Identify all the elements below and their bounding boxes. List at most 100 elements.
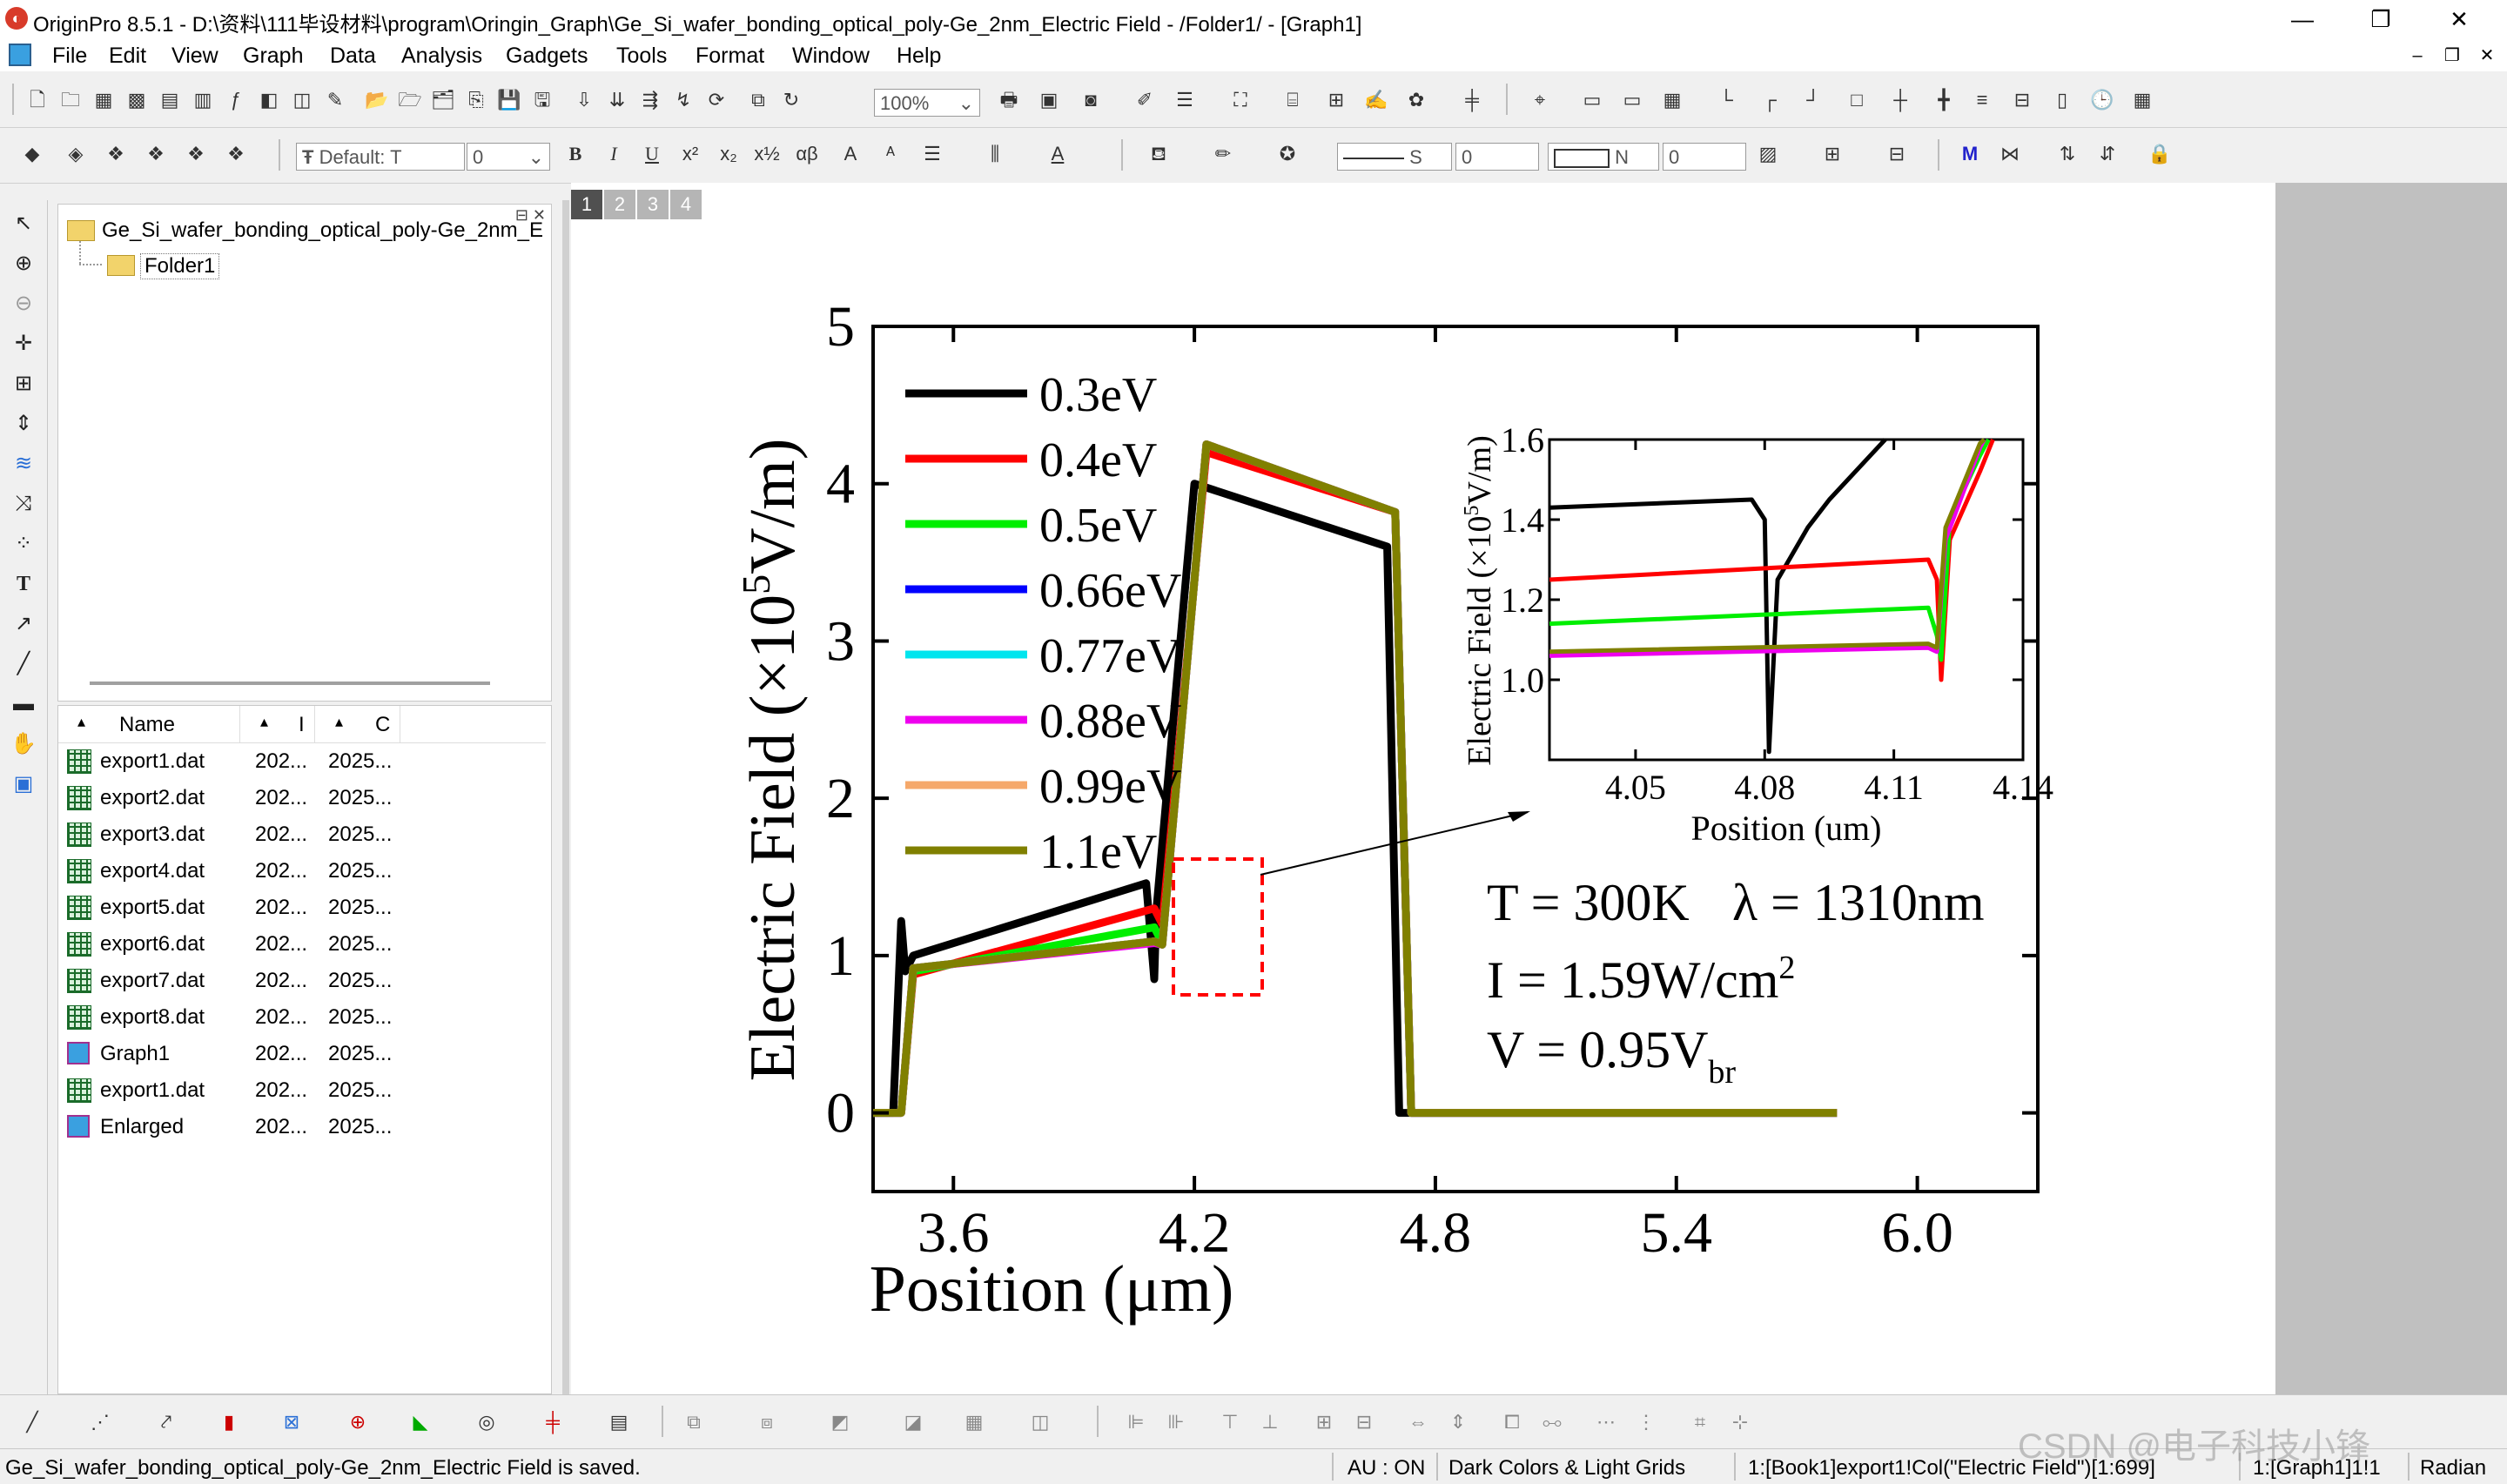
new-folder-icon[interactable]: 🗀 (60, 89, 80, 111)
menu-window[interactable]: Window (792, 44, 870, 68)
align-bottom-icon[interactable]: ⊥ (1261, 1411, 1279, 1433)
close-button[interactable]: ✕ (2450, 6, 2469, 32)
menu-tools[interactable]: Tools (616, 44, 668, 68)
save-template-icon[interactable]: 🖫 (534, 89, 551, 111)
line-style-select[interactable]: S (1337, 143, 1452, 171)
open-icon[interactable]: 📂 (365, 89, 389, 111)
mask-icon[interactable]: ⤨ (15, 492, 32, 515)
pointer-icon[interactable]: ↖ (14, 212, 33, 235)
align-left-icon[interactable]: ⊫ (1127, 1411, 1145, 1433)
menu-analysis[interactable]: Analysis (401, 44, 483, 68)
color-scale-icon[interactable]: ▯ (2056, 89, 2068, 111)
arrow-tool-icon[interactable]: ↗ (14, 612, 33, 635)
align-icon[interactable]: ☰ (924, 143, 941, 165)
align-top-icon[interactable]: ⊤ (1221, 1411, 1239, 1433)
decrease-font-icon[interactable]: ᴬ (886, 143, 895, 165)
rescale-icon[interactable]: ⌖ (1534, 89, 1546, 111)
gridlines-icon[interactable]: ⊟ (1888, 143, 1905, 165)
group-icon[interactable]: ⧉ (687, 1411, 701, 1433)
new-legend-icon[interactable]: ⊟ (2013, 89, 2031, 111)
line-plot-icon[interactable]: ╱ (26, 1411, 38, 1433)
grid-minor-icon[interactable]: ╋ (1938, 89, 1950, 111)
new-graph-icon[interactable]: ▤ (160, 89, 179, 111)
menu-gadgets[interactable]: Gadgets (506, 44, 588, 68)
arrange-icon[interactable]: ⇅ (2059, 143, 2076, 165)
merge-icon[interactable]: M (1961, 143, 1979, 165)
color-picker-icon[interactable]: ◆ (24, 143, 40, 165)
front-icon[interactable]: ◩ (830, 1411, 850, 1433)
object-icon[interactable]: ◫ (1031, 1411, 1050, 1433)
list-item[interactable]: Graph1 202... 2025... (58, 1035, 546, 1071)
mdi-restore-button[interactable]: ❐ (2444, 46, 2460, 65)
underline-icon[interactable]: U (645, 143, 659, 165)
packages-icon[interactable]: ✿ (1408, 89, 1425, 111)
menu-file[interactable]: File (52, 44, 88, 68)
new-layout-icon[interactable]: ◫ (292, 89, 312, 111)
line-width-select[interactable]: 0 (1455, 143, 1539, 171)
mdi-minimize-button[interactable]: ‒ (2412, 46, 2423, 65)
layer-tab-1[interactable]: 1 (571, 190, 602, 219)
ungroup-icon[interactable]: ⧈ (761, 1411, 773, 1433)
new-3d-icon[interactable]: ◧ (259, 89, 279, 111)
menu-help[interactable]: Help (897, 44, 942, 68)
save-project-icon[interactable]: 💾 (497, 89, 521, 111)
fill-color-icon[interactable]: ⛾ (1151, 143, 1166, 165)
project-explorer-icon[interactable]: ⛶ (1233, 89, 1247, 111)
zoom-select[interactable]: 100% ⌄ (874, 89, 980, 117)
color-picker-4-icon[interactable]: ❖ (147, 143, 165, 165)
recent-icon[interactable]: ⎘ (468, 89, 484, 111)
increase-font-icon[interactable]: A (844, 143, 857, 165)
list-item[interactable]: Enlarged 202... 2025... (58, 1108, 546, 1145)
message-log-icon[interactable]: ⊞ (1327, 89, 1345, 111)
area-plot-icon[interactable]: ◣ (413, 1411, 428, 1433)
menu-data[interactable]: Data (330, 44, 376, 68)
line-symbol-icon[interactable]: ⤤ (160, 1411, 172, 1433)
layer-tab-4[interactable]: 4 (670, 190, 702, 219)
greek-icon[interactable]: αβ (796, 143, 818, 165)
list-item[interactable]: export2.dat 202... 2025... (58, 779, 546, 816)
align-right-icon[interactable]: ⊪ (1167, 1411, 1185, 1433)
list-item[interactable]: export1.dat 202... 2025... (58, 742, 546, 779)
graph-window-icon[interactable] (9, 44, 31, 66)
fill-select[interactable]: N (1548, 143, 1659, 171)
import-multiple-icon[interactable]: ⇊ (608, 89, 626, 111)
new-project-icon[interactable]: 🗋 (30, 89, 45, 111)
same-height-icon[interactable]: ⇕ (1449, 1411, 1467, 1433)
list-item[interactable]: export3.dat 202... 2025... (58, 816, 546, 852)
color-picker-3-icon[interactable]: ❖ (107, 143, 124, 165)
hatch-icon[interactable]: ▨ (1758, 143, 1778, 165)
font-size-select[interactable]: 0 ⌄ (467, 143, 550, 171)
folder1-label[interactable]: Folder1 (140, 253, 220, 279)
code-builder-icon[interactable]: ✍ (1364, 89, 1388, 111)
grid-major-icon[interactable]: ┼ (1893, 89, 1907, 111)
new-matrix-icon[interactable]: ▥ (193, 89, 212, 111)
hand-tool-icon[interactable]: ✋ (10, 732, 37, 755)
line-color-icon[interactable]: ✏ (1214, 143, 1232, 165)
list-item[interactable]: export4.dat 202... 2025... (58, 852, 546, 889)
timestamp-icon[interactable]: 🕒 (2090, 89, 2114, 111)
distribute-v-icon[interactable]: ⋮ (1637, 1411, 1656, 1433)
add-layer-icon[interactable]: ╪ (1465, 89, 1479, 111)
list-item[interactable]: export5.dat 202... 2025... (58, 889, 546, 925)
mdi-close-button[interactable]: ✕ (2479, 46, 2495, 65)
rectangle-tool-icon[interactable]: ▬ (13, 692, 34, 715)
back-icon[interactable]: ◪ (904, 1411, 923, 1433)
zoom-out-icon[interactable]: ⊖ (14, 292, 33, 315)
color-picker-6-icon[interactable]: ❖ (227, 143, 245, 165)
pin-icon[interactable]: ⊟ ✕ (514, 206, 546, 224)
scatter-plot-icon[interactable]: ⋰ (91, 1411, 110, 1433)
duplicate-icon[interactable]: ⧉ (751, 89, 765, 111)
bring-front-icon[interactable]: ⧠ (1504, 1411, 1520, 1433)
minimize-button[interactable]: — (2291, 6, 2314, 32)
menu-edit[interactable]: Edit (109, 44, 147, 68)
batch-icon[interactable]: ↯ (675, 89, 692, 111)
fill-value-select[interactable]: 0 (1663, 143, 1746, 171)
layer-1-icon[interactable]: ▭ (1583, 89, 1602, 111)
3d-plot-icon[interactable]: ⊕ (349, 1411, 366, 1433)
columns-icon[interactable]: ⫼ (990, 143, 1000, 165)
list-item[interactable]: export6.dat 202... 2025... (58, 925, 546, 962)
open-template-icon[interactable]: 🗁 (398, 89, 422, 111)
restore-button[interactable]: ❐ (2370, 6, 2391, 32)
send-back-icon[interactable]: ⧟ (1542, 1411, 1562, 1433)
